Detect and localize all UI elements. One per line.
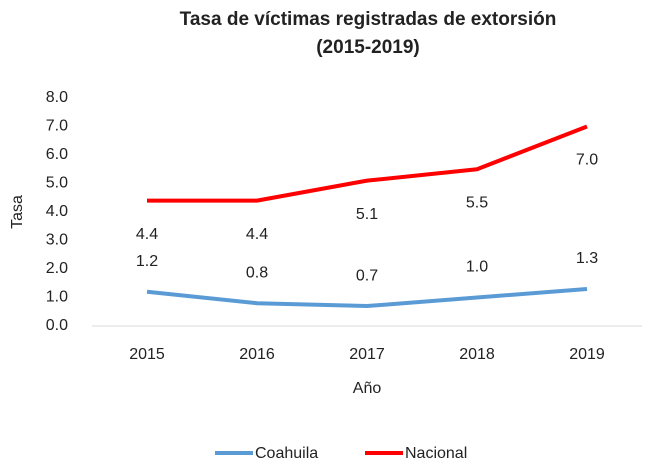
y-axis-label: Tasa	[9, 195, 26, 229]
data-label: 4.4	[136, 226, 158, 243]
y-tick-label: 1.0	[46, 289, 68, 306]
x-tick-label: 2016	[239, 346, 275, 363]
y-tick-label: 6.0	[46, 146, 68, 163]
data-label: 4.4	[246, 226, 268, 243]
data-label: 1.2	[136, 253, 158, 270]
series-line	[146, 286, 588, 309]
data-label: 0.8	[246, 264, 268, 281]
legend-label: Coahuila	[255, 445, 318, 462]
x-tick-label: 2019	[569, 346, 605, 363]
series-line	[147, 124, 588, 203]
x-tick-label: 2018	[459, 346, 495, 363]
data-label: 5.1	[356, 206, 378, 223]
data-label: 0.7	[356, 267, 378, 284]
y-tick-label: 5.0	[46, 175, 68, 192]
x-tick-label: 2017	[349, 346, 385, 363]
x-axis-label: Año	[353, 380, 382, 397]
y-tick-label: 8.0	[46, 89, 68, 106]
chart-title: Tasa de víctimas registradas de extorsió…	[180, 9, 557, 30]
data-label: 7.0	[576, 152, 598, 169]
data-label: 5.5	[466, 194, 488, 211]
x-tick-label: 2015	[129, 346, 165, 363]
y-tick-label: 3.0	[46, 232, 68, 249]
y-tick-label: 2.0	[46, 260, 68, 277]
data-label: 1.0	[466, 259, 488, 276]
y-tick-label: 0.0	[46, 317, 68, 334]
y-tick-label: 7.0	[46, 118, 68, 135]
y-tick-label: 4.0	[46, 203, 68, 220]
chart-title: (2015-2019)	[316, 37, 420, 58]
legend-label: Nacional	[405, 445, 467, 462]
data-label: 1.3	[576, 250, 598, 267]
